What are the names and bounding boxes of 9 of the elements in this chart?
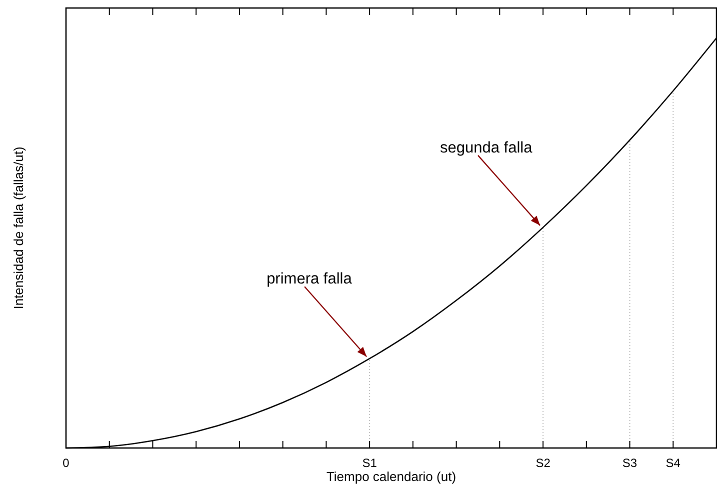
x-tick-label: S4 — [666, 456, 681, 470]
y-axis-title: Intensidad de falla (fallas/ut) — [11, 146, 26, 310]
x-tick-label: S1 — [362, 456, 378, 470]
annotation: segunda falla — [440, 139, 533, 156]
x-tick-label: S2 — [536, 456, 551, 470]
x-axis-title: Tiempo calendario (ut) — [326, 469, 456, 484]
x-tick-label: S3 — [622, 456, 638, 470]
x-tick-label: 0 — [62, 456, 70, 470]
annotation: primera falla — [266, 270, 352, 288]
